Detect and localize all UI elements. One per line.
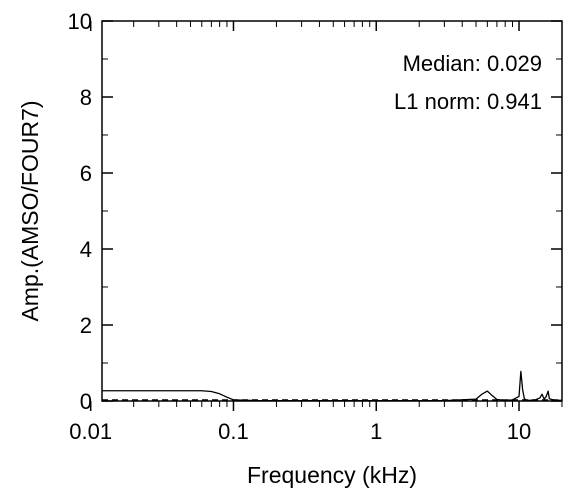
- y-tick-label: 8: [80, 85, 92, 110]
- y-tick-label: 2: [80, 313, 92, 338]
- y-tick-label: 4: [80, 237, 92, 262]
- x-tick-label: 10: [507, 419, 531, 444]
- y-tick-label: 6: [80, 161, 92, 186]
- amplitude-ratio-line: [102, 370, 562, 402]
- y-tick-label: 10: [68, 9, 92, 34]
- tick-labels: 0 2 4 6 8 10 0.01 0.1 1 10: [68, 9, 532, 444]
- plot-frame: [101, 20, 563, 402]
- y-axis-title: Amp.(AMSO/FOUR7): [17, 100, 43, 321]
- y-tick-label: 0: [80, 389, 92, 414]
- annotation-median: Median: 0.029: [403, 51, 542, 76]
- x-tick-label: 0.1: [218, 419, 249, 444]
- x-axis-title: Frequency (kHz): [247, 462, 417, 488]
- x-tick-label: 0.01: [69, 419, 112, 444]
- axis-ticks: [89, 20, 563, 411]
- series-layer: [102, 370, 562, 402]
- x-tick-label: 1: [370, 419, 382, 444]
- annotation-l1-norm: L1 norm: 0.941: [394, 89, 542, 114]
